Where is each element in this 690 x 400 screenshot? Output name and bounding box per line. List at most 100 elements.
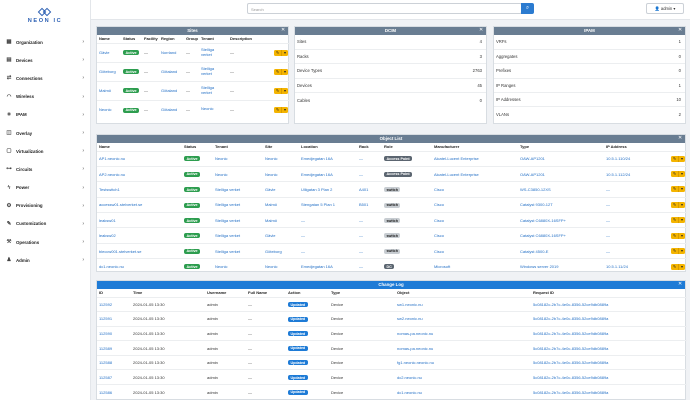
sidebar-item-overlay[interactable]: ◫ Overlay › bbox=[0, 124, 90, 142]
close-icon[interactable]: ✕ bbox=[478, 28, 483, 33]
rack-link[interactable]: — bbox=[359, 217, 363, 223]
device-type-link[interactable]: WS-C3850-12XS bbox=[520, 186, 551, 192]
edit-icon[interactable]: ✎ bbox=[671, 232, 679, 239]
device-name-link[interactable]: AP1.neonic.nu bbox=[99, 156, 126, 162]
site-link[interactable]: Malmö bbox=[265, 202, 278, 208]
chevron-down-icon[interactable]: ▾ bbox=[679, 155, 685, 162]
tenant-link[interactable]: Stelliga verket bbox=[215, 233, 241, 239]
device-type-link[interactable]: Catalyst C6880X-16SFP+ bbox=[520, 217, 566, 223]
close-icon[interactable]: ✕ bbox=[677, 136, 682, 141]
manufacturer-link[interactable]: Cisco bbox=[434, 217, 445, 223]
device-name-link[interactable]: AP2.neonic.nu bbox=[99, 171, 126, 177]
request-id-link[interactable]: 5c08182c-2b7c-4e0c-8356-52ce9db0889a bbox=[533, 301, 609, 307]
ip-address-link[interactable]: — bbox=[606, 217, 610, 223]
edit-icon[interactable]: ✎ bbox=[671, 263, 679, 270]
request-id-link[interactable]: 5c08182c-2b7c-4e0c-8356-52ce9db0889a bbox=[533, 345, 609, 351]
device-type-link[interactable]: Catalyst 4500-E bbox=[520, 248, 549, 254]
device-name-link[interactable]: leaksw01 bbox=[99, 217, 116, 223]
edit-icon[interactable]: ✎ bbox=[671, 201, 679, 208]
stat-row[interactable]: VLANs 2 bbox=[494, 106, 685, 122]
device-name-link[interactable]: accessw01.stelverket.se bbox=[99, 202, 143, 208]
ip-address-link[interactable]: — bbox=[606, 248, 610, 254]
rack-link[interactable]: A401 bbox=[359, 186, 369, 192]
site-link[interactable]: Malmö bbox=[265, 217, 278, 223]
manufacturer-link[interactable]: Cisco bbox=[434, 233, 445, 239]
ip-address-link[interactable]: 10.5.1.110/24 bbox=[606, 156, 631, 162]
rack-link[interactable]: — bbox=[359, 264, 363, 270]
site-name-link[interactable]: Göteborg bbox=[99, 69, 116, 74]
location-link[interactable]: Ulligatan 3 Plan 2 bbox=[301, 186, 333, 192]
device-name-link[interactable]: bleccw001.stelverket.se bbox=[99, 248, 142, 254]
location-link[interactable]: — bbox=[301, 233, 305, 239]
change-id-link[interactable]: 112590 bbox=[99, 330, 113, 336]
chevron-down-icon[interactable]: ▾ bbox=[679, 201, 685, 208]
object-link[interactable]: sw1.neonic.nu bbox=[397, 301, 423, 307]
location-link[interactable]: Stengatan 5 Plan 1 bbox=[301, 202, 336, 208]
site-link[interactable]: Neonic bbox=[265, 156, 278, 162]
stat-row[interactable]: Device Types 2763 bbox=[295, 63, 486, 79]
region-link[interactable]: Götaland bbox=[161, 69, 178, 74]
edit-action-button[interactable]: ✎ ▾ bbox=[671, 232, 685, 239]
device-name-link[interactable]: dc1.neonic.nu bbox=[99, 264, 124, 270]
edit-icon[interactable]: ✎ bbox=[274, 68, 282, 75]
stat-row[interactable]: IP Addresses 10 bbox=[494, 92, 685, 107]
location-link[interactable]: Emedjegatan 16A bbox=[301, 156, 333, 162]
device-type-link[interactable]: OAW-AP1201 bbox=[520, 156, 545, 162]
sidebar-item-provisioning[interactable]: ⚙ Provisioning › bbox=[0, 197, 90, 215]
tenant-link[interactable]: Stelliga verket bbox=[201, 84, 215, 95]
region-link[interactable]: Götaland bbox=[161, 88, 178, 93]
site-link[interactable]: Neonic bbox=[265, 171, 278, 177]
device-name-link[interactable]: leaksw02 bbox=[99, 233, 116, 239]
change-id-link[interactable]: 112589 bbox=[99, 345, 113, 351]
edit-action-button[interactable]: ✎ ▾ bbox=[671, 248, 685, 255]
manufacturer-link[interactable]: Microsoft bbox=[434, 264, 451, 270]
location-link[interactable]: — bbox=[301, 248, 305, 254]
tenant-link[interactable]: Neonic bbox=[215, 264, 228, 270]
sidebar-item-ipam[interactable]: ⌗ IPAM › bbox=[0, 106, 90, 124]
region-link[interactable]: Norrland bbox=[161, 50, 177, 55]
edit-icon[interactable]: ✎ bbox=[671, 248, 679, 255]
stat-row[interactable]: Racks 3 bbox=[295, 48, 486, 64]
manufacturer-link[interactable]: Alcatel-Lucent Enterprise bbox=[434, 156, 479, 162]
request-id-link[interactable]: 5c08182c-2b7c-4e0c-8356-52ce9db0889a bbox=[533, 316, 609, 322]
change-id-link[interactable]: 112586 bbox=[99, 389, 113, 395]
chevron-down-icon[interactable]: ▾ bbox=[282, 106, 288, 113]
location-link[interactable]: — bbox=[301, 217, 305, 223]
edit-action-button[interactable]: ✎ ▾ bbox=[274, 49, 288, 56]
device-type-link[interactable]: Catalyst C6880X-16SFP+ bbox=[520, 233, 566, 239]
rack-link[interactable]: — bbox=[359, 171, 363, 177]
search-button[interactable]: ⌕ bbox=[521, 3, 534, 14]
location-link[interactable]: Emedjegatan 16A bbox=[301, 171, 333, 177]
sidebar-item-circuits[interactable]: ⊶ Circuits › bbox=[0, 160, 90, 178]
device-type-link[interactable]: OAW-AP1201 bbox=[520, 171, 545, 177]
edit-icon[interactable]: ✎ bbox=[274, 49, 282, 56]
site-name-link[interactable]: Malmö bbox=[99, 88, 112, 93]
edit-icon[interactable]: ✎ bbox=[274, 106, 282, 113]
site-link[interactable]: Neonic bbox=[265, 264, 278, 270]
sidebar-item-operations[interactable]: ⚒ Operations › bbox=[0, 233, 90, 251]
request-id-link[interactable]: 5c08182c-2b7c-4e0c-8356-52ce9db0889a bbox=[533, 330, 609, 336]
user-menu-button[interactable]: 👤 admin ▾ bbox=[646, 3, 684, 14]
ip-address-link[interactable]: — bbox=[606, 186, 610, 192]
chevron-down-icon[interactable]: ▾ bbox=[282, 87, 288, 94]
rack-link[interactable]: — bbox=[359, 248, 363, 254]
chevron-down-icon[interactable]: ▾ bbox=[679, 263, 685, 270]
manufacturer-link[interactable]: Cisco bbox=[434, 202, 445, 208]
tenant-link[interactable]: Stelliga verket bbox=[215, 217, 241, 223]
site-link[interactable]: Gävle bbox=[265, 186, 276, 192]
ip-address-link[interactable]: — bbox=[606, 202, 610, 208]
stat-row[interactable]: VRFs 1 bbox=[494, 35, 685, 49]
tenant-link[interactable]: Stelliga verket bbox=[201, 46, 215, 57]
sidebar-item-admin[interactable]: ♟ Admin › bbox=[0, 251, 90, 269]
object-link[interactable]: dc1.neonic.nu bbox=[397, 389, 422, 395]
sidebar-item-organization[interactable]: ▦ Organization › bbox=[0, 33, 90, 51]
device-name-link[interactable]: Testswitch1 bbox=[99, 186, 120, 192]
chevron-down-icon[interactable]: ▾ bbox=[282, 68, 288, 75]
request-id-link[interactable]: 5c08182c-2b7c-4e0c-8356-52ce9db0889a bbox=[533, 389, 609, 395]
close-icon[interactable]: ✕ bbox=[280, 28, 285, 33]
edit-action-button[interactable]: ✎ ▾ bbox=[671, 171, 685, 178]
site-link[interactable]: Göteborg bbox=[265, 248, 282, 254]
sidebar-item-devices[interactable]: ▤ Devices › bbox=[0, 51, 90, 69]
change-id-link[interactable]: 112588 bbox=[99, 360, 113, 366]
tenant-link[interactable]: Neonic bbox=[215, 156, 228, 162]
